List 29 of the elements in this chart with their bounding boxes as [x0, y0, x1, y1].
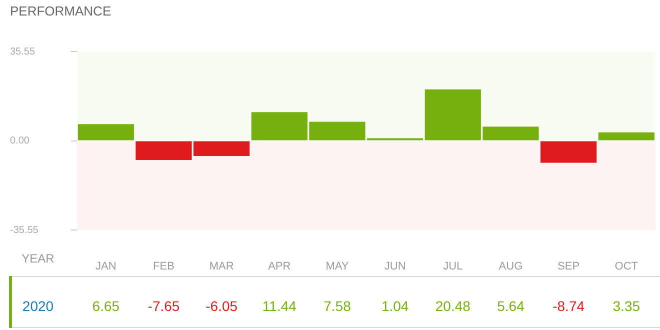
- text: 2020: [22, 298, 54, 314]
- data-label: 3.35: [612, 298, 640, 314]
- x-tick-label: JUL: [443, 260, 463, 273]
- data-label: 6.65: [92, 298, 120, 314]
- text: YEAR: [22, 251, 55, 266]
- data-label: 11.44: [262, 298, 297, 314]
- bar: [540, 141, 597, 163]
- data-label: 1.04: [381, 298, 409, 314]
- x-tick-label: SEP: [558, 260, 580, 273]
- x-tick-label: MAR: [209, 260, 234, 273]
- x-tick-label: JAN: [96, 260, 116, 273]
- data-label: -6.05: [206, 298, 238, 314]
- y-tick-label: -35.55: [10, 224, 39, 236]
- y-tick-label: 35.55: [10, 46, 36, 58]
- data-label: -7.65: [148, 298, 180, 314]
- x-tick-label: OCT: [614, 260, 638, 273]
- x-tick-label: FEB: [153, 260, 174, 273]
- chart-title: PERFORMANCE: [10, 3, 112, 18]
- x-tick-label: APR: [268, 260, 291, 273]
- data-label: 7.58: [324, 298, 352, 314]
- bar: [598, 132, 654, 140]
- data-label: -8.74: [552, 298, 585, 314]
- data-label: 20.48: [435, 298, 471, 314]
- x-tick-label: MAY: [326, 260, 350, 273]
- y-tick-label: 0.00: [10, 136, 30, 147]
- x-tick-label: AUG: [498, 260, 523, 273]
- data-label: 5.64: [497, 298, 525, 314]
- x-tick-label: JUN: [384, 260, 406, 273]
- bar: [78, 124, 134, 140]
